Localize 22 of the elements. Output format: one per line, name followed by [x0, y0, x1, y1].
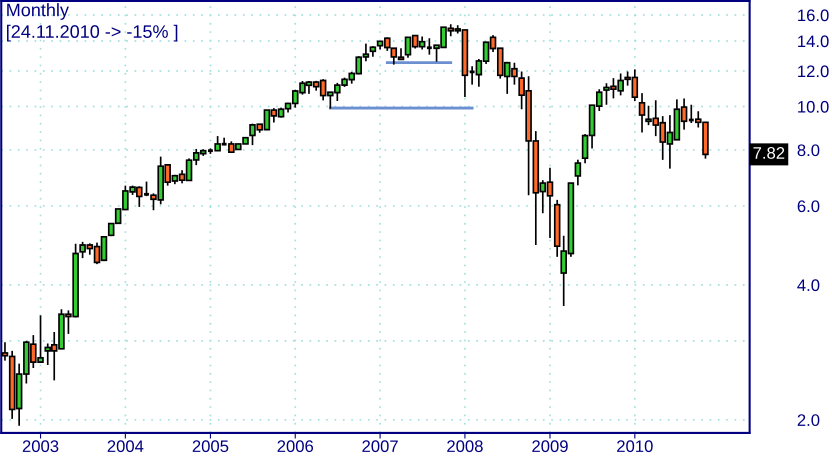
x-tick-label: 2003	[22, 440, 58, 452]
x-tick-label: 2010	[617, 440, 653, 452]
y-tick-label: 2.0	[798, 414, 820, 426]
text: [24.11.2010 -> -15% ]	[7, 24, 178, 42]
text: 7.82	[753, 147, 784, 159]
x-tick-label: 2005	[192, 440, 228, 452]
x-tick-label: 2008	[447, 440, 483, 452]
y-tick-label: 16.0	[798, 9, 829, 22]
candlestick	[370, 45, 376, 58]
chart-title: Monthly	[7, 3, 69, 20]
y-tick-label: 6.0	[798, 200, 820, 212]
x-tick-label: 2006	[278, 440, 314, 452]
y-tick-label: 10.0	[798, 100, 829, 113]
y-tick-label: 14.0	[798, 35, 829, 48]
x-tick-label: 2004	[108, 440, 144, 452]
candlestick	[574, 158, 582, 186]
candlestick	[638, 92, 646, 134]
y-tick-label: 8.0	[798, 144, 820, 156]
y-tick-label: 4.0	[797, 279, 820, 292]
y-tick-label: 12.0	[798, 65, 829, 78]
x-tick-label: 2007	[362, 440, 398, 452]
x-tick-label: 2009	[532, 440, 568, 452]
